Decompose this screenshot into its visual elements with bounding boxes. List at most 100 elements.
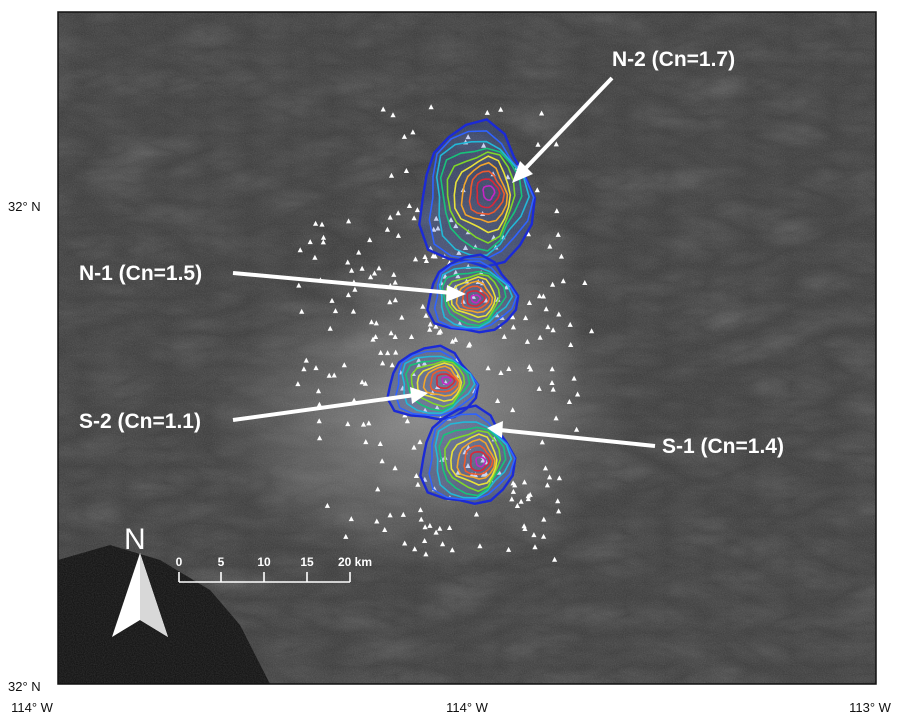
station-marker bbox=[453, 269, 459, 275]
station-marker bbox=[553, 141, 559, 147]
station-marker bbox=[465, 134, 471, 140]
station-marker bbox=[524, 338, 530, 344]
station-marker bbox=[556, 508, 562, 514]
station-marker bbox=[455, 273, 461, 279]
station-marker bbox=[345, 292, 351, 298]
station-marker bbox=[422, 254, 428, 259]
station-marker bbox=[380, 360, 386, 366]
station-marker bbox=[534, 187, 540, 193]
station-marker bbox=[582, 280, 588, 285]
station-marker bbox=[554, 208, 560, 214]
station-marker bbox=[427, 321, 433, 327]
contour-ring bbox=[453, 155, 512, 234]
contour-ring bbox=[456, 438, 496, 480]
station-marker bbox=[346, 218, 352, 224]
station-marker bbox=[547, 474, 553, 480]
station-marker bbox=[375, 486, 381, 492]
arrow-n2 bbox=[520, 76, 614, 174]
station-marker bbox=[373, 320, 379, 326]
contour-ring bbox=[428, 130, 535, 260]
station-marker bbox=[317, 435, 323, 441]
station-marker bbox=[367, 237, 373, 243]
map-frame bbox=[57, 11, 877, 685]
station-marker bbox=[537, 334, 543, 340]
station-marker bbox=[387, 214, 393, 220]
station-marker bbox=[349, 267, 355, 273]
station-marker bbox=[392, 465, 398, 471]
station-marker bbox=[297, 247, 303, 253]
station-marker bbox=[313, 365, 319, 371]
station-marker bbox=[392, 334, 398, 339]
contour-ring bbox=[422, 365, 461, 397]
contour-ring bbox=[469, 450, 491, 472]
station-marker bbox=[404, 418, 410, 424]
station-marker bbox=[555, 498, 561, 504]
station-marker bbox=[393, 349, 399, 355]
station-marker bbox=[440, 541, 446, 547]
station-marker bbox=[417, 439, 423, 445]
station-marker bbox=[303, 357, 309, 363]
station-marker bbox=[384, 226, 390, 232]
station-marker bbox=[528, 366, 534, 372]
station-marker bbox=[423, 312, 429, 318]
station-marker bbox=[510, 407, 516, 413]
station-marker bbox=[390, 112, 396, 118]
station-marker bbox=[327, 325, 333, 331]
station-marker bbox=[550, 281, 556, 287]
station-marker bbox=[423, 551, 429, 557]
station-marker bbox=[452, 336, 459, 342]
station-marker bbox=[574, 426, 580, 432]
station-marker bbox=[485, 365, 491, 371]
station-marker bbox=[539, 110, 545, 116]
scale-bar bbox=[178, 572, 351, 583]
station-marker bbox=[509, 496, 515, 502]
station-marker bbox=[343, 533, 349, 539]
scale-tick-15: 15 bbox=[300, 555, 314, 569]
scale-tick-5: 5 bbox=[218, 555, 225, 569]
station-marker bbox=[307, 239, 313, 245]
station-marker bbox=[536, 293, 543, 299]
station-marker bbox=[435, 225, 441, 231]
contour-ring bbox=[404, 358, 471, 412]
station-marker bbox=[556, 311, 562, 317]
station-marker bbox=[411, 444, 417, 450]
station-marker bbox=[296, 282, 302, 288]
station-marker bbox=[506, 546, 512, 552]
station-marker bbox=[462, 245, 469, 250]
station-marker bbox=[299, 308, 305, 314]
station-marker bbox=[418, 516, 424, 522]
station-marker bbox=[571, 375, 577, 381]
terrain-background bbox=[58, 12, 876, 684]
contour-ring bbox=[435, 140, 530, 257]
station-marker bbox=[560, 278, 566, 284]
station-marker bbox=[324, 502, 330, 508]
arrow-n1 bbox=[232, 271, 453, 295]
station-marker bbox=[542, 465, 549, 471]
station-marker bbox=[368, 319, 375, 325]
contour-ring bbox=[476, 178, 501, 209]
station-marker bbox=[392, 279, 398, 285]
station-marker bbox=[510, 324, 516, 330]
station-marker bbox=[320, 234, 327, 240]
contour-ring bbox=[470, 294, 482, 304]
station-marker bbox=[526, 300, 532, 305]
station-marker bbox=[483, 297, 489, 303]
contour-ring bbox=[401, 355, 476, 415]
station-marker bbox=[525, 231, 531, 237]
contour-ring bbox=[460, 161, 509, 224]
station-marker bbox=[536, 385, 542, 391]
station-marker bbox=[366, 420, 372, 426]
contour-ring bbox=[466, 290, 487, 307]
station-marker bbox=[371, 270, 378, 276]
lon-label-left: 114° W bbox=[11, 700, 54, 715]
arrow-s2 bbox=[232, 393, 416, 422]
contour-ring bbox=[416, 362, 463, 403]
contour-ring bbox=[475, 456, 487, 468]
station-marker bbox=[428, 104, 434, 110]
north-arrow: N bbox=[112, 523, 168, 637]
station-marker bbox=[525, 496, 531, 502]
station-marker bbox=[387, 299, 393, 305]
contour-ring bbox=[463, 444, 494, 476]
